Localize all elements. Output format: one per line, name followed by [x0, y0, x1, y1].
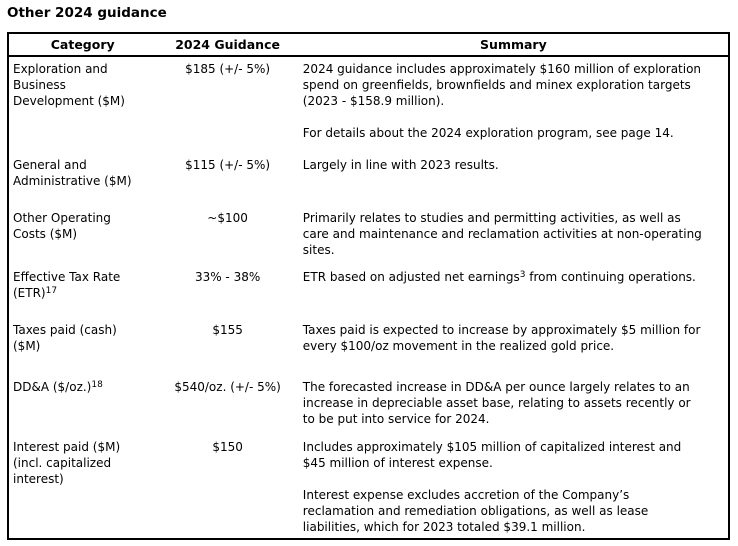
summary-cell: ETR based on adjusted net earnings3 from…	[299, 265, 729, 318]
footnote-ref-3: 3	[519, 269, 526, 280]
summary-cell: Largely in line with 2023 results.	[299, 153, 729, 206]
summary-text: from continuing operations.	[525, 270, 696, 284]
table-row-taxes-paid: Taxes paid (cash) ($M) $155 Taxes paid i…	[8, 318, 729, 375]
guidance-cell: $185 (+/- 5%)	[185, 62, 271, 76]
summary-paragraph: Taxes paid is expected to increase by ap…	[302, 323, 701, 353]
summary-cell: Taxes paid is expected to increase by ap…	[299, 318, 729, 375]
table-row-etr: Effective Tax Rate (ETR)17 33% - 38% ETR…	[8, 265, 729, 318]
column-header-guidance: 2024 Guidance	[156, 33, 299, 57]
guidance-table: Category 2024 Guidance Summary Explorati…	[7, 32, 730, 540]
guidance-cell: 33% - 38%	[194, 270, 261, 284]
table-row-other-operating: Other Operating Costs ($M) ~$100 Primari…	[8, 206, 729, 265]
footnote-ref-18: 18	[91, 379, 103, 390]
header-row: Category 2024 Guidance Summary	[8, 33, 729, 57]
summary-paragraph: Includes approximately $105 million of c…	[302, 440, 682, 470]
summary-cell: Primarily relates to studies and permitt…	[299, 206, 729, 265]
category-text: General and Administrative ($M)	[13, 158, 132, 188]
category-text: Exploration and Business Development ($M…	[13, 62, 125, 108]
category-cell: DD&A ($/oz.)18	[8, 375, 156, 435]
summary-paragraph: The forecasted increase in DD&A per ounc…	[302, 380, 691, 426]
footnote-ref-17: 17	[45, 285, 58, 296]
guidance-cell: $150	[212, 440, 243, 454]
guidance-cell: ~$100	[207, 211, 248, 225]
table-row-interest-paid: Interest paid ($M) (incl. capitalized in…	[8, 435, 729, 539]
category-text: Taxes paid (cash) ($M)	[13, 323, 117, 353]
table-row-general-admin: General and Administrative ($M) $115 (+/…	[8, 153, 729, 206]
table-row-dda: DD&A ($/oz.)18 $540/oz. (+/- 5%) The for…	[8, 375, 729, 435]
category-text: Other Operating Costs ($M)	[13, 211, 111, 241]
guidance-cell: $115 (+/- 5%)	[185, 158, 271, 172]
category-text: DD&A ($/oz.)	[13, 380, 92, 394]
column-header-category: Category	[8, 33, 157, 57]
summary-cell: Includes approximately $105 million of c…	[299, 435, 729, 539]
category-cell: Exploration and Business Development ($M…	[8, 56, 156, 153]
summary-paragraph: 2024 guidance includes approximately $16…	[302, 62, 702, 108]
category-text: Interest paid ($M) (incl. capitalized in…	[13, 440, 121, 486]
category-cell: Other Operating Costs ($M)	[8, 206, 156, 265]
category-cell: Interest paid ($M) (incl. capitalized in…	[8, 435, 156, 539]
category-cell: General and Administrative ($M)	[8, 153, 156, 206]
category-text: Effective Tax Rate (ETR)	[13, 270, 121, 300]
summary-paragraph: Primarily relates to studies and permitt…	[302, 211, 702, 257]
summary-paragraph: ETR based on adjusted net earnings3 from…	[303, 269, 724, 285]
guidance-cell: $155	[212, 323, 243, 337]
table-row-exploration: Exploration and Business Development ($M…	[8, 56, 729, 153]
column-header-summary: Summary	[298, 33, 729, 57]
summary-paragraph: For details about the 2024 exploration p…	[302, 126, 674, 140]
summary-text: ETR based on adjusted net earnings	[302, 270, 520, 284]
category-cell: Taxes paid (cash) ($M)	[8, 318, 156, 375]
category-cell: Effective Tax Rate (ETR)17	[8, 265, 156, 318]
guidance-cell: $540/oz. (+/- 5%)	[174, 380, 281, 394]
summary-cell: 2024 guidance includes approximately $16…	[299, 56, 729, 153]
summary-paragraph: Largely in line with 2023 results.	[302, 158, 499, 172]
table-body: Exploration and Business Development ($M…	[8, 56, 729, 539]
page-title: Other 2024 guidance	[7, 5, 167, 21]
summary-paragraph: Interest expense excludes accretion of t…	[302, 488, 649, 534]
summary-cell: The forecasted increase in DD&A per ounc…	[299, 375, 729, 435]
table-header: Category 2024 Guidance Summary	[8, 33, 729, 57]
